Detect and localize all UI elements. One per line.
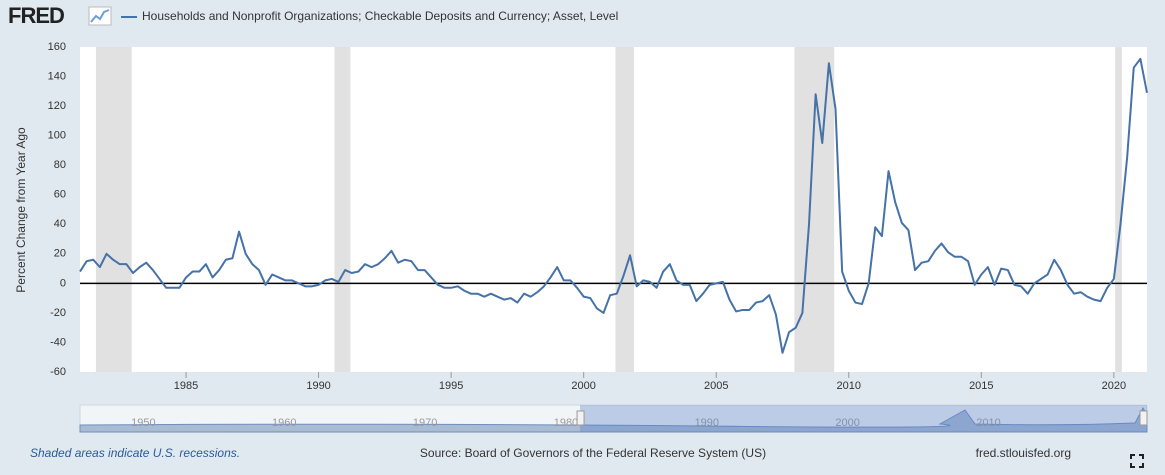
recession-band [334,47,351,372]
y-tick-label: 0 [60,277,66,289]
x-tick-label: 1995 [439,380,463,392]
y-axis-label: Percent Change from Year Ago [14,127,28,293]
navigator-tick-label: 2000 [835,417,859,429]
plot-area [80,47,1147,372]
navigator-handle[interactable] [1139,410,1148,426]
x-tick-label: 2000 [571,380,595,392]
fullscreen-icon[interactable] [1130,454,1144,468]
x-tick-label: 2005 [704,380,728,392]
recession-band [95,47,132,372]
series-line [79,57,1148,354]
x-tick-label: 2015 [969,380,993,392]
source: Source: Board of Governors of the Federa… [420,446,766,460]
navigator-tick-label: 1990 [695,417,719,429]
y-tick-label: 40 [54,218,66,230]
note[interactable]: Shaded areas indicate U.S. recessions. [30,446,240,460]
y-tick-label: -20 [50,307,66,319]
navigator-handle[interactable] [576,410,585,426]
recession-band [794,47,835,372]
y-tick-label: 100 [48,130,66,142]
y-tick-label: 60 [54,189,66,201]
navigator-selection [580,405,1147,432]
y-tick-label: 20 [54,248,66,260]
y-tick-label: 160 [48,41,66,53]
y-tick-label: 80 [54,159,66,171]
navigator-tick-label: 1950 [131,417,155,429]
navigator-tick-label: 2010 [976,417,1000,429]
logo-icon [88,6,112,26]
y-tick-label: -40 [50,336,66,348]
navigator-line [79,406,1148,433]
recession-band [1115,47,1122,372]
navigator-tick-label: 1970 [413,417,437,429]
navigator-tick-label: 1960 [272,417,296,429]
x-tick-label: 1985 [174,380,198,392]
x-tick-label: 1990 [306,380,330,392]
y-tick-label: 140 [48,70,66,82]
x-tick-label: 2020 [1102,380,1126,392]
legend-label: Households and Nonprofit Organizations; … [142,9,618,23]
x-tick-label: 2010 [837,380,861,392]
y-tick-label: -60 [50,366,66,378]
navigator-tick-label: 1980 [554,417,578,429]
site[interactable]: fred.stlouisfed.org [976,446,1071,460]
logo[interactable]: FRED [8,3,65,28]
y-tick-label: 120 [48,100,66,112]
recession-band [615,47,635,372]
